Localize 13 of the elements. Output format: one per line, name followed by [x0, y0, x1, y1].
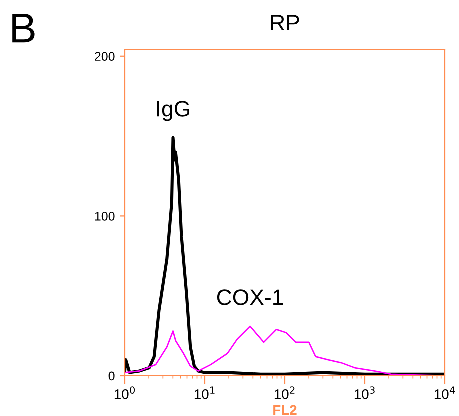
y-tick-label: 0: [108, 372, 115, 381]
x-tick-label: 10$^{4}$: [434, 386, 456, 400]
x-tick-label: 10$^{0}$: [114, 386, 136, 400]
chart-title: RP: [271, 15, 300, 31]
x-tick-label: 10$^{2}$: [274, 386, 295, 400]
x-tick-label: 10$^{1}$: [194, 386, 215, 400]
x-tick-label: 10$^{3}$: [354, 386, 375, 400]
text: B: [12, 14, 35, 43]
series-label: COX-1: [217, 290, 284, 306]
x-axis-title: FL2: [274, 405, 297, 415]
y-tick-label: 200: [95, 52, 115, 62]
y-tick-label: 100: [95, 212, 115, 221]
series-label: IgG: [157, 101, 190, 122]
